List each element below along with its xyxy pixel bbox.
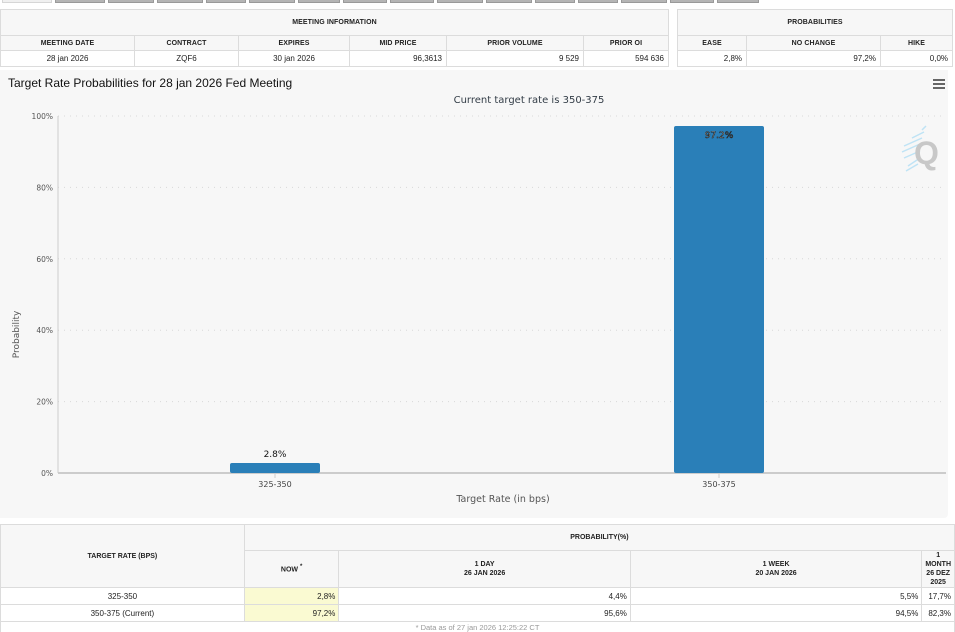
tab[interactable] [486, 0, 532, 3]
col-prior-volume: PRIOR VOLUME [447, 36, 584, 51]
y-axis-label: Probability [12, 310, 22, 358]
y-tick-label: 20% [36, 398, 53, 407]
1-day-value: 4,4% [339, 588, 630, 605]
tab[interactable] [157, 0, 203, 3]
tab[interactable] [578, 0, 618, 3]
tab[interactable] [108, 0, 154, 3]
meeting-information-table: MEETING INFORMATION MEETING DATE CONTRAC… [0, 9, 669, 67]
y-tick-label: 40% [36, 326, 53, 335]
table-row: 325-350 2,8% 4,4% 5,5% 17,7% [1, 588, 955, 605]
y-tick-label: 80% [36, 183, 53, 192]
svg-text:Q: Q [914, 135, 939, 171]
bar-chart: 0% 20% 40% 60% 80% 100% Probability 325-350 2.8%… [0, 70, 948, 518]
no-change-value: 97,2% [747, 51, 881, 67]
col-ease: EASE [678, 36, 747, 51]
y-tick-label: 100% [32, 112, 53, 121]
contract-value: ZQF6 [135, 51, 239, 67]
tab[interactable] [717, 0, 759, 3]
col-prior-oi: PRIOR OI [584, 36, 669, 51]
col-expires: EXPIRES [239, 36, 350, 51]
x-tick-label: 325-350 [258, 480, 291, 489]
hike-value: 0,0% [881, 51, 953, 67]
prior-volume-value: 9 529 [447, 51, 584, 67]
bar [230, 463, 320, 473]
probability-header: PROBABILITY(%) [244, 525, 954, 551]
col-contract: CONTRACT [135, 36, 239, 51]
col-meeting-date: MEETING DATE [1, 36, 135, 51]
rate-label: 325-350 [1, 588, 245, 605]
col-hike: HIKE [881, 36, 953, 51]
tab[interactable] [206, 0, 246, 3]
tab[interactable] [437, 0, 483, 3]
probabilities-table: PROBABILITIES EASE NO CHANGE HIKE 2,8% 9… [677, 9, 953, 67]
1-month-value: 17,7% [922, 588, 955, 605]
now-value: 2,8% [244, 588, 339, 605]
prior-oi-value: 594 636 [584, 51, 669, 67]
col-no-change: NO CHANGE [747, 36, 881, 51]
probabilities-header: PROBABILITIES [678, 10, 953, 36]
tab[interactable] [343, 0, 387, 3]
y-tick-label: 0% [41, 469, 53, 478]
mid-price-value: 96,3613 [350, 51, 447, 67]
col-now: NOW * [244, 551, 339, 588]
target-rate-probability-table: TARGET RATE (BPS) PROBABILITY(%) NOW * 1… [0, 524, 955, 632]
tab[interactable] [535, 0, 575, 3]
meeting-information-header: MEETING INFORMATION [1, 10, 669, 36]
tab[interactable] [298, 0, 340, 3]
tab[interactable] [2, 0, 52, 3]
bar-data-label: 2.8% [264, 450, 287, 460]
tab[interactable] [55, 0, 105, 3]
1-week-value: 5,5% [630, 588, 922, 605]
bar-data-label: 97.2% [705, 131, 734, 141]
expires-value: 30 jan 2026 [239, 51, 350, 67]
tab[interactable] [249, 0, 295, 3]
tab[interactable] [621, 0, 667, 3]
ease-value: 2,8% [678, 51, 747, 67]
x-tick-label: 350-375 [702, 480, 735, 489]
quikstrike-q-logo-icon: Q [898, 124, 943, 174]
col-mid-price: MID PRICE [350, 36, 447, 51]
tab[interactable] [670, 0, 714, 3]
tab[interactable] [390, 0, 434, 3]
target-rate-header: TARGET RATE (BPS) [1, 525, 245, 588]
tab-strip [0, 0, 955, 4]
x-axis-label: Target Rate (in bps) [455, 494, 549, 505]
data-timestamp-footnote: * Data as of 27 jan 2026 12:25:22 CT [1, 622, 955, 632]
bar [674, 126, 764, 473]
y-tick-label: 60% [36, 255, 53, 264]
meeting-date-value: 28 jan 2026 [1, 51, 135, 67]
